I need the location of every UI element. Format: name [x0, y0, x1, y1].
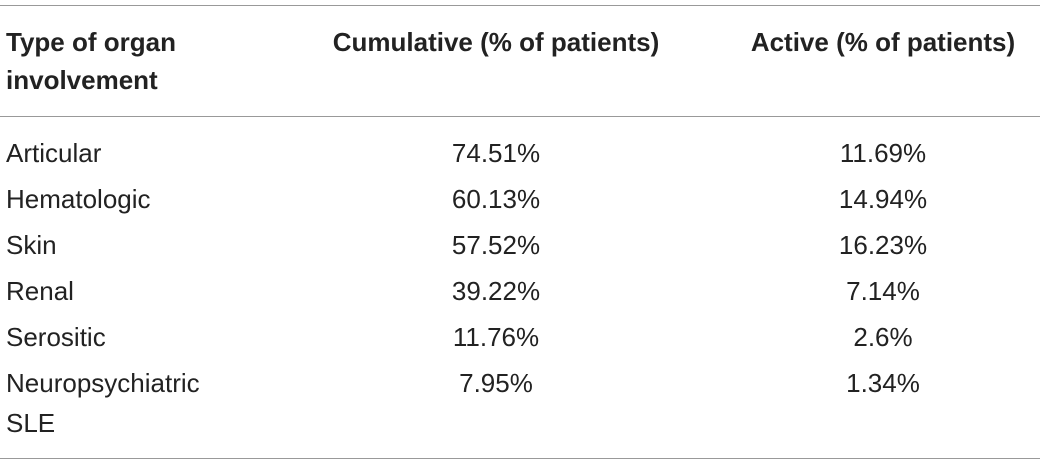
table-row: Articular 74.51% 11.69%: [0, 117, 1040, 177]
header-cell: Type of organ involvement: [6, 27, 176, 95]
table-cell: 57.52%: [451, 230, 541, 260]
table-cell: Renal: [6, 276, 74, 306]
table-cell: 14.94%: [838, 184, 928, 214]
table-row: Hematologic 60.13% 14.94%: [0, 176, 1040, 222]
table-row: Renal 39.22% 7.14%: [0, 268, 1040, 314]
table-cell: Articular: [6, 138, 102, 168]
table-cell: Skin: [6, 230, 57, 260]
table-cell: 11.69%: [839, 138, 927, 168]
table-cell: 11.76%: [452, 322, 540, 352]
table-cell: 2.6%: [853, 322, 913, 352]
header-cell: Active (% of patients): [750, 27, 1016, 57]
table-row: Skin 57.52% 16.23%: [0, 222, 1040, 268]
table-body: Articular 74.51% 11.69% Hematologic 60.13% 14…: [0, 117, 1040, 459]
table-cell: Neuropsychiatric SLE: [6, 368, 200, 438]
table-cell: 74.51%: [451, 138, 541, 168]
table-row: Serositic 11.76% 2.6%: [0, 314, 1040, 360]
table-header: Type of organ involvement Cumulative (% o…: [0, 5, 1040, 117]
table-cell: 60.13%: [451, 184, 541, 214]
table-cell: Serositic: [6, 322, 106, 352]
table-cell: 1.34%: [846, 368, 920, 398]
table-cell: 16.23%: [838, 230, 928, 260]
table-row: Neuropsychiatric SLE 7.95% 1.34%: [0, 360, 1040, 459]
header-cell: Cumulative (% of patients): [332, 27, 660, 57]
table-cell: 39.22%: [451, 276, 541, 306]
table-cell: 7.95%: [459, 368, 533, 398]
table-cell: 7.14%: [846, 276, 920, 306]
header-row: Type of organ involvement Cumulative (% o…: [0, 5, 1040, 117]
table-cell: Hematologic: [6, 184, 151, 214]
data-table: Type of organ involvement Cumulative (% o…: [0, 5, 1040, 459]
